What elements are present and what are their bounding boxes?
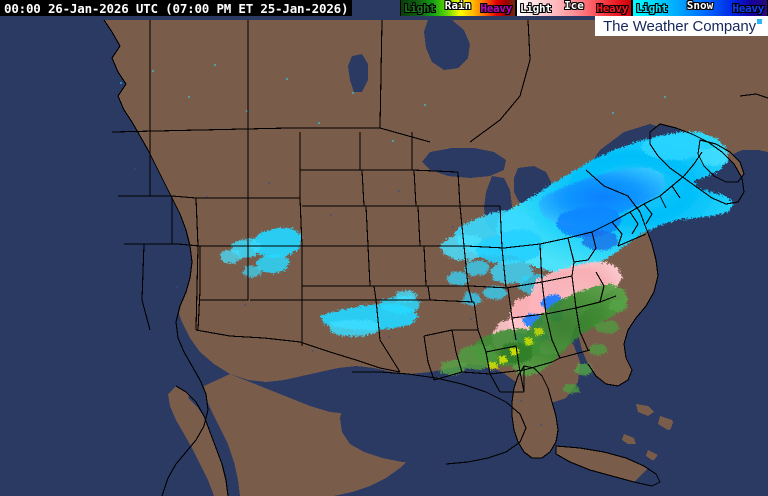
- weather-company-logo[interactable]: The Weather Company: [595, 16, 768, 36]
- ice-light-label: Light: [520, 1, 552, 15]
- snow-light-label: Light: [636, 1, 668, 15]
- timestamp-bar: 00:00 26-Jan-2026 UTC (07:00 PM ET 25-Ja…: [0, 0, 353, 16]
- snow-title: Snow: [686, 0, 714, 12]
- rain-light-label: Light: [404, 1, 436, 15]
- timestamp-text: 00:00 26-Jan-2026 UTC (07:00 PM ET 25-Ja…: [4, 0, 349, 16]
- rain-title: Rain: [444, 0, 472, 12]
- precip-snow-colorado: [220, 228, 302, 278]
- precip-light-speckle: [120, 64, 666, 426]
- precipitation-legend: Light Rain Heavy Light Ice Heavy Light S…: [400, 0, 768, 16]
- political-borders: [111, 19, 703, 393]
- legend-group-ice[interactable]: Light Ice Heavy: [516, 0, 632, 16]
- legend-group-rain[interactable]: Light Rain Heavy: [400, 0, 516, 16]
- ice-title: Ice: [564, 0, 584, 12]
- rain-heavy-label: Heavy: [480, 1, 512, 15]
- snow-heavy-label: Heavy: [732, 1, 764, 15]
- brand-name: The Weather Company: [603, 17, 756, 35]
- ice-gradient-bar: [517, 0, 631, 16]
- precip-rain-offshore: [562, 300, 628, 394]
- precip-snow-scattered: [446, 246, 522, 306]
- precip-snow-core: [538, 168, 666, 250]
- legend-group-snow[interactable]: Light Snow Heavy: [632, 0, 768, 16]
- rain-gradient-bar: [401, 0, 515, 16]
- ice-heavy-label: Heavy: [596, 1, 628, 15]
- snow-gradient-bar: [633, 0, 767, 16]
- brand-accent-dot: [757, 19, 762, 24]
- coastline: [103, 19, 768, 496]
